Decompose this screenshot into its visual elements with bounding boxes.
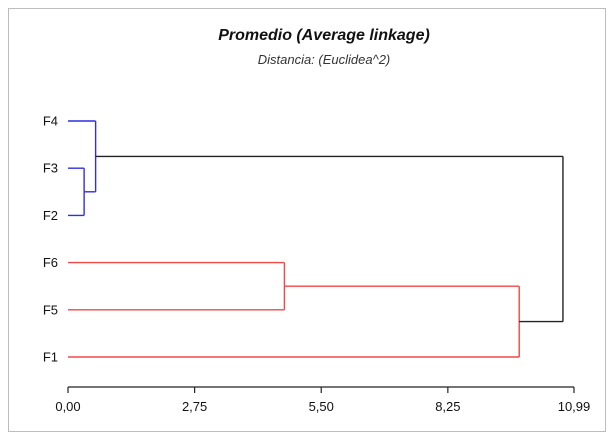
- leaf-label-f4: F4: [43, 114, 58, 129]
- leaf-label-f6: F6: [43, 255, 58, 270]
- leaf-label-f3: F3: [43, 161, 58, 176]
- x-tick-label: 2,75: [182, 399, 207, 414]
- x-tick-label: 5,50: [309, 399, 334, 414]
- leaf-label-f5: F5: [43, 302, 58, 317]
- x-tick-label: 10,99: [558, 399, 591, 414]
- chart-title: Promedio (Average linkage): [218, 27, 430, 44]
- leaf-label-f2: F2: [43, 208, 58, 223]
- chart-frame: [8, 8, 606, 432]
- x-tick-label: 0,00: [55, 399, 80, 414]
- leaf-labels: F4 F3 F2 F6 F5 F1: [43, 114, 58, 365]
- x-tick-label: 8,25: [435, 399, 460, 414]
- leaf-label-f1: F1: [43, 350, 58, 365]
- x-axis: 0,00 2,75 5,50 8,25 10,99: [55, 386, 591, 414]
- dendrogram-branches: [68, 120, 564, 358]
- chart-subtitle: Distancia: (Euclidea^2): [258, 52, 391, 67]
